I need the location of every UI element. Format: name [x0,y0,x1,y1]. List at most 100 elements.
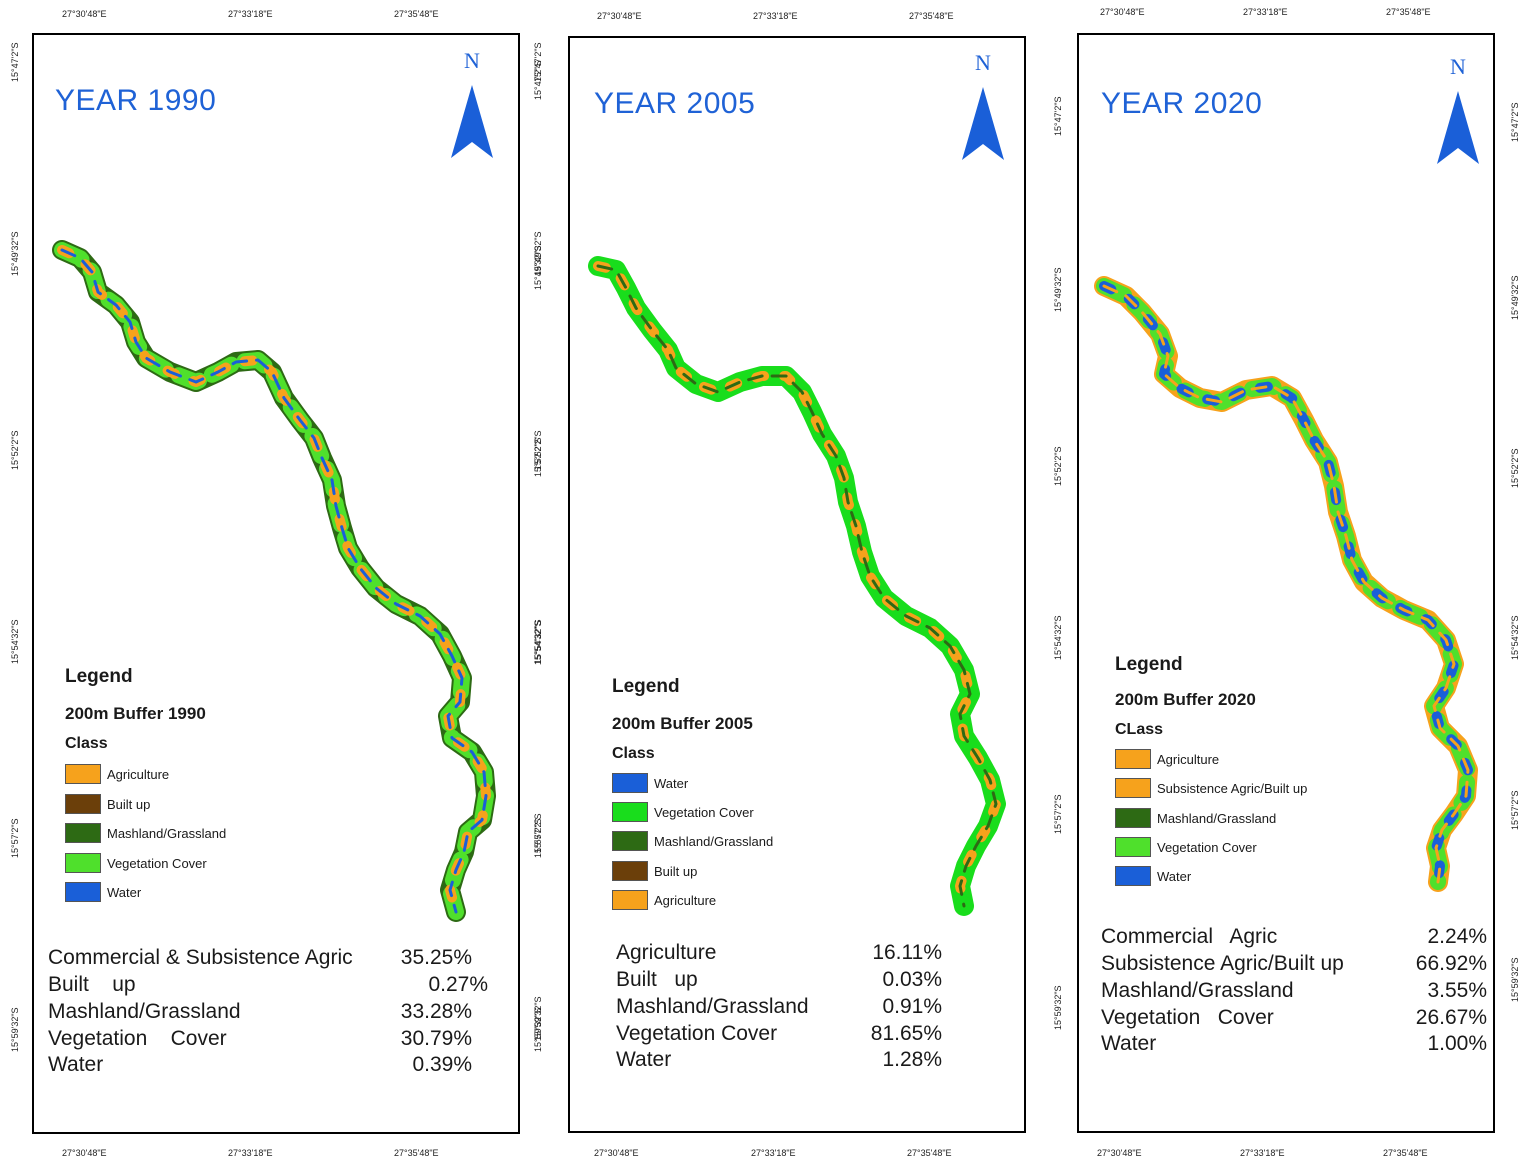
river-buffer-layer [60,248,488,914]
legend-swatch [1115,749,1151,769]
x-tick-top: 27°35'48"E [394,9,439,19]
stat-row: Commercial & Subsistence Agric 35.25% [48,946,478,973]
stat-name: Commercial & Subsistence Agric [48,946,353,969]
legend-item: Vegetation Cover [1115,835,1257,859]
x-tick-bottom: 27°35'48"E [394,1148,439,1158]
legend-item: Built up [65,792,150,816]
legend-item: Agriculture [1115,747,1219,771]
map-panel-2005 [568,36,1026,1133]
stat-value: 26.67% [1415,1006,1487,1029]
legend-swatch [612,861,648,881]
legend-title: Legend [612,676,680,697]
legend-item-label: Built up [107,796,151,812]
legend-swatch [65,823,101,843]
legend-item: Vegetation Cover [65,851,207,875]
stat-value: 3.55% [1427,979,1487,1002]
legend-item-label: Subsistence Agric/Built up [1157,780,1308,796]
stat-row: Vegetation Cover 81.65% [616,1022,942,1049]
x-tick-bottom: 27°35'48"E [907,1148,952,1158]
year-title: YEAR 2005 [594,87,756,120]
stat-value: 0.03% [882,968,942,991]
x-tick-top: 27°30'48"E [597,11,642,21]
map-panel-2020 [1077,33,1495,1133]
stat-name: Water [48,1053,104,1076]
legend-item-label: Agriculture [654,892,717,908]
legend-swatch [1115,866,1151,886]
north-arrow-icon [962,87,1004,160]
x-tick-top: 27°30'48"E [62,9,107,19]
legend-item-label: Built up [654,863,698,879]
stat-name: Vegetation Cover [616,1022,778,1045]
stat-value: 2.24% [1427,925,1487,948]
legend-subtitle: 200m Buffer 2020 [1115,690,1256,709]
river-buffer-layer [1102,284,1470,884]
legend-item: Water [612,771,688,795]
legend-title: Legend [65,666,133,687]
legend-item-label: Water [107,884,142,900]
stat-row: Mashland/Grassland 0.91% [616,995,942,1022]
legend-swatch [1115,808,1151,828]
legend-swatch [65,764,101,784]
stat-row: Built up 0.03% [616,968,942,995]
north-arrow-icon [1437,91,1479,164]
stat-row: Water 1.00% [1101,1032,1487,1059]
year-title: YEAR 1990 [55,84,217,117]
stat-value: 16.11% [872,941,942,964]
x-tick-top: 27°33'18"E [753,11,798,21]
stat-value: 66.92% [1415,952,1487,975]
north-arrow-icon [451,85,493,158]
stat-name: Mashland/Grassland [616,995,809,1018]
stat-row: Mashland/Grassland 3.55% [1101,979,1487,1006]
stat-row: Mashland/Grassland 33.28% [48,1000,478,1027]
legend-class-label: Class [65,735,108,752]
legend-item: Subsistence Agric/Built up [1115,776,1307,800]
legend-subtitle: 200m Buffer 2005 [612,714,753,733]
x-tick-bottom: 27°30'48"E [62,1148,107,1158]
stat-row: Subsistence Agric/Built up 66.92% [1101,952,1487,979]
stat-value: 30.79% [400,1027,472,1050]
stat-row: Agriculture 16.11% [616,941,942,968]
stat-name: Mashland/Grassland [1101,979,1294,1002]
legend-item: Agriculture [612,888,716,912]
legend-title: Legend [1115,654,1183,675]
legend-item: Water [1115,864,1191,888]
legend-item: Mashland/Grassland [1115,806,1276,830]
legend-swatch [612,773,648,793]
legend-item: Mashland/Grassland [612,829,773,853]
north-label: N [1450,54,1466,79]
x-tick-top: 27°30'48"E [1100,7,1145,17]
stat-value: 0.91% [882,995,942,1018]
legend-subtitle: 200m Buffer 1990 [65,704,206,723]
legend-item: Vegetation Cover [612,800,754,824]
legend-item-label: Water [654,775,689,791]
stat-name: Agriculture [616,941,717,964]
stat-name: Water [616,1048,672,1071]
legend-item-label: Agriculture [107,766,170,782]
legend-item: Mashland/Grassland [65,821,226,845]
x-tick-top: 27°33'18"E [228,9,273,19]
stat-name: Mashland/Grassland [48,1000,241,1023]
x-tick-bottom: 27°33'18"E [228,1148,273,1158]
stat-row: Water 1.28% [616,1048,942,1075]
stat-name: Subsistence Agric/Built up [1101,952,1344,975]
stat-row: Commercial Agric 2.24% [1101,925,1487,952]
legend-class-label: CLass [1115,721,1164,738]
legend-swatch [65,882,101,902]
stat-value: 35.25% [400,946,472,969]
legend-item-label: Vegetation Cover [1157,839,1257,855]
legend-class-label: Class [612,745,655,762]
north-arrow: N [1433,54,1483,168]
north-label: N [975,50,991,75]
legend-swatch [612,831,648,851]
stat-value: 0.27% [428,973,488,996]
stat-value: 81.65% [870,1022,942,1045]
legend-swatch [612,802,648,822]
x-tick-top: 27°33'18"E [1243,7,1288,17]
stat-name: Commercial Agric [1101,925,1278,948]
legend-item-label: Water [1157,868,1192,884]
x-tick-bottom: 27°33'18"E [1240,1148,1285,1158]
legend-swatch [1115,778,1151,798]
